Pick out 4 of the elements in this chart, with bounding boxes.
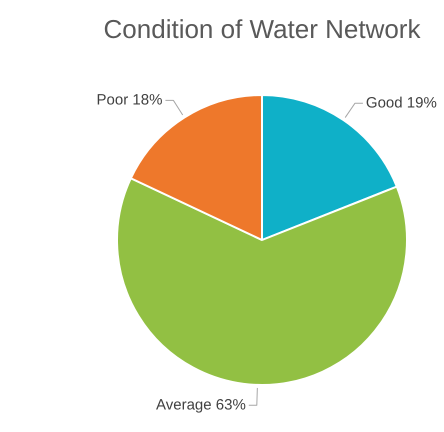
- slice-label: Poor 18%: [96, 92, 162, 109]
- slice-label: Good 19%: [366, 94, 437, 112]
- chart-title: Condition of Water Network: [104, 14, 422, 44]
- slice-label: Average 63%: [156, 396, 246, 414]
